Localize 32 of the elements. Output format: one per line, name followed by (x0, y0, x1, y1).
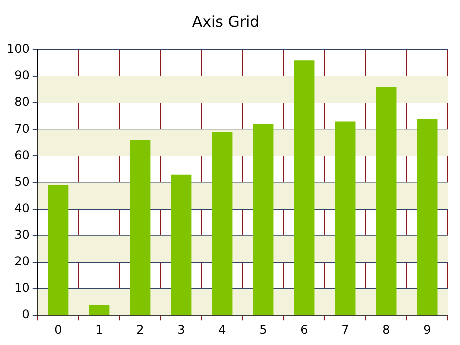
y-tick-label: 90 (14, 68, 30, 83)
chart-title: Axis Grid (192, 12, 260, 31)
y-tick-label: 40 (14, 201, 30, 216)
y-tick-label: 100 (7, 42, 30, 56)
y-tick-label: 60 (14, 148, 30, 162)
bar (376, 87, 397, 316)
bar (294, 60, 315, 316)
bar (89, 304, 110, 316)
y-tick-label: 10 (14, 281, 30, 296)
y-tick-label: 50 (14, 174, 30, 189)
x-tick-label: 9 (424, 322, 432, 337)
x-tick-label: 1 (96, 322, 104, 337)
x-tick-label: 5 (260, 322, 268, 337)
bar (130, 140, 151, 316)
x-tick-label: 0 (54, 322, 62, 337)
x-tick-label: 7 (342, 322, 350, 337)
bar (48, 185, 69, 316)
y-tick-label: 80 (14, 95, 30, 110)
y-tick-label: 20 (14, 254, 30, 269)
x-tick-label: 6 (300, 322, 308, 337)
x-tick-label: 8 (382, 322, 390, 337)
bar (335, 122, 356, 316)
y-tick-label: 0 (22, 308, 30, 322)
y-tick-label: 70 (14, 122, 30, 136)
x-tick-label: 2 (136, 322, 144, 337)
x-tick-label: 4 (218, 322, 226, 337)
y-tick-label: 30 (14, 228, 30, 242)
bar (417, 119, 438, 316)
x-tick-label: 3 (178, 322, 186, 337)
bar (171, 174, 192, 316)
bar (253, 124, 274, 316)
bar (212, 132, 233, 316)
